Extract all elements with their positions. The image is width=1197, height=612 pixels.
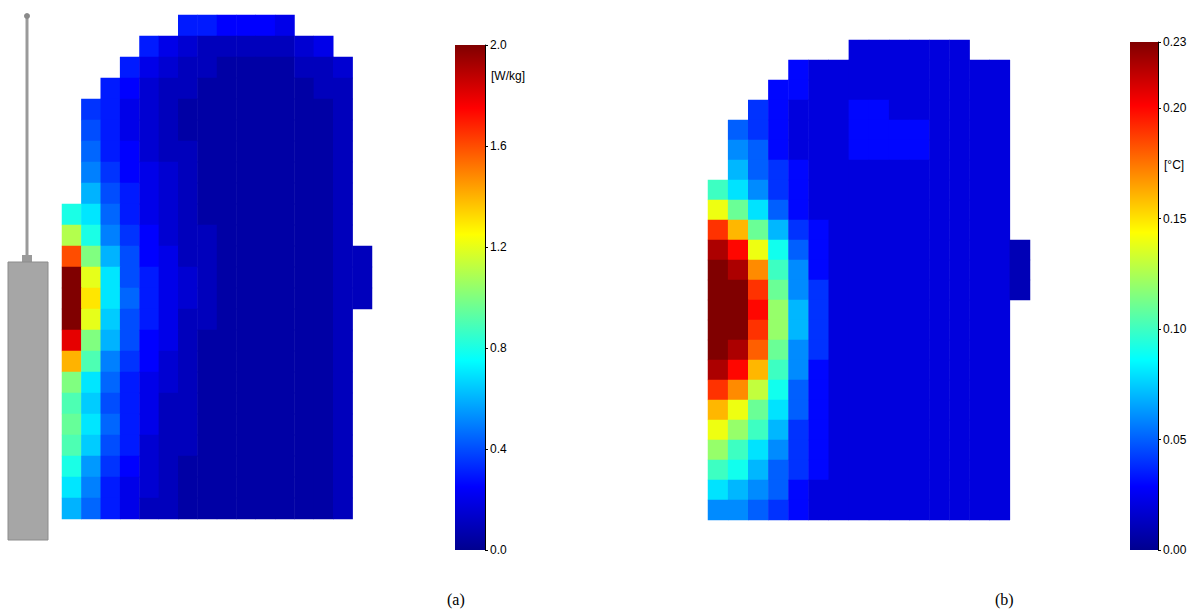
svg-text:(a): (a) [447, 591, 465, 609]
svg-text:1.6: 1.6 [490, 139, 507, 153]
svg-text:0.0: 0.0 [490, 543, 507, 557]
svg-text:0.4: 0.4 [490, 442, 507, 456]
svg-text:0.20: 0.20 [1163, 101, 1187, 115]
svg-text:0.8: 0.8 [490, 341, 507, 355]
svg-text:0.05: 0.05 [1163, 433, 1187, 447]
svg-text:[W/kg]: [W/kg] [491, 69, 525, 83]
svg-text:2.0: 2.0 [490, 38, 507, 52]
svg-text:[°C]: [°C] [1164, 158, 1184, 172]
svg-text:(b): (b) [995, 591, 1014, 609]
svg-text:0.23: 0.23 [1163, 35, 1187, 49]
svg-text:0.10: 0.10 [1163, 322, 1187, 336]
svg-text:1.2: 1.2 [490, 240, 507, 254]
svg-text:0.00: 0.00 [1163, 543, 1187, 557]
svg-text:0.15: 0.15 [1163, 212, 1187, 226]
